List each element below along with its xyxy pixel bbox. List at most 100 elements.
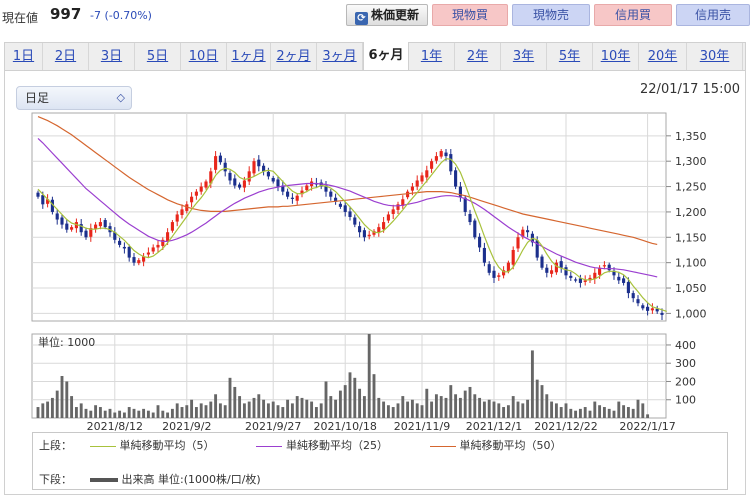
volume-bar-82 [430, 401, 434, 418]
candle-body-64 [343, 205, 347, 212]
volume-bar-59 [319, 403, 323, 418]
volume-bar-41 [233, 386, 237, 418]
candle-body-24 [151, 247, 155, 252]
volume-bar-88 [458, 397, 462, 418]
cash-buy-button[interactable]: 現物買 [432, 4, 508, 26]
volume-bar-93 [482, 401, 486, 418]
ma25-line [37, 137, 658, 278]
volume-bar-52 [286, 399, 290, 418]
legend-ma50-swatch [429, 445, 456, 447]
candle-body-130 [660, 312, 664, 315]
margin-sell-button[interactable]: 信用売 [676, 4, 750, 26]
tab-1[interactable]: 2日 [43, 43, 89, 71]
candle-body-126 [641, 305, 645, 309]
candle-body-94 [487, 264, 491, 273]
volume-bar-39 [223, 405, 227, 418]
volume-bar-63 [338, 390, 342, 418]
legend-ma25: 単純移動平均（25） [256, 439, 388, 453]
candle-body-10 [84, 230, 88, 238]
volume-bar-107 [550, 401, 554, 418]
volume-bar-79 [415, 403, 419, 418]
candle-body-96 [497, 275, 501, 277]
candle-body-73 [386, 214, 390, 221]
tab-3[interactable]: 5日 [135, 43, 181, 71]
candle-body-41 [233, 178, 237, 186]
volume-bar-71 [377, 397, 381, 418]
candle-body-7 [70, 227, 74, 230]
x-tick-label-7: 2022/1/17 [619, 420, 675, 433]
tab-7[interactable]: 3ヶ月 [317, 43, 363, 71]
volume-bar-78 [410, 399, 414, 418]
candle-body-32 [190, 196, 194, 203]
volume-bar-31 [185, 405, 189, 418]
volume-bar-4 [55, 390, 59, 418]
legend-upper-row: 上段： 単純移動平均（5） 単純移動平均（25） 単純移動平均（50） [39, 439, 562, 453]
tab-5[interactable]: 1ヶ月 [227, 43, 271, 71]
candle-body-48 [266, 171, 270, 177]
tab-8[interactable]: 6ヶ月 [363, 42, 409, 71]
candle-body-60 [324, 185, 328, 192]
price-ytick-label-0: 1,000 [675, 307, 707, 320]
tab-11[interactable]: 3年 [501, 43, 547, 71]
volume-bar-17 [118, 410, 122, 418]
candle-body-2 [46, 199, 50, 204]
volume-unit-label: 単位: 1000 [38, 335, 95, 349]
interval-select[interactable]: 日足 ◇ [16, 86, 132, 110]
volume-bar-110 [564, 403, 568, 418]
volume-bar-29 [175, 403, 179, 418]
candle-body-105 [540, 256, 544, 268]
tab-4[interactable]: 10日 [181, 43, 227, 71]
candle-body-47 [262, 165, 266, 172]
tab-12[interactable]: 5年 [547, 43, 593, 71]
candle-body-125 [636, 299, 640, 304]
price-plot-area [31, 112, 667, 322]
tab-2[interactable]: 3日 [89, 43, 135, 71]
price-ytick-label-3: 1,150 [675, 231, 707, 244]
candle-body-77 [406, 191, 410, 198]
volume-bar-51 [281, 407, 285, 418]
tab-0[interactable]: 1日 [5, 43, 43, 71]
volume-bar-62 [334, 399, 338, 418]
volume-bar-26 [161, 410, 165, 418]
tab-14[interactable]: 20年 [639, 43, 687, 71]
volume-bar-2 [46, 401, 50, 418]
tab-6[interactable]: 2ヶ月 [271, 43, 317, 71]
tab-15[interactable]: 30年 [687, 43, 743, 71]
candle-body-118 [602, 265, 606, 267]
candle-body-75 [396, 204, 400, 210]
candle-body-13 [98, 222, 102, 227]
volume-bar-84 [439, 396, 443, 418]
volume-bar-37 [214, 394, 218, 418]
volume-bar-7 [70, 396, 74, 418]
candle-body-84 [439, 151, 443, 157]
candle-body-61 [329, 191, 333, 197]
tab-10[interactable]: 2年 [455, 43, 501, 71]
candle-body-19 [127, 246, 131, 258]
candle-body-69 [367, 234, 371, 237]
candle-body-81 [425, 170, 429, 178]
volume-bar-72 [382, 401, 386, 418]
candle-body-101 [521, 229, 525, 237]
candle-body-42 [238, 184, 242, 188]
volume-bar-55 [300, 397, 304, 418]
volume-bar-69 [367, 334, 371, 418]
candle-body-4 [55, 213, 59, 220]
volume-bar-58 [314, 407, 318, 418]
volume-bar-53 [290, 403, 294, 418]
volume-ytick-label-0: 100 [675, 394, 696, 407]
margin-buy-button[interactable]: 信用買 [594, 4, 672, 26]
candle-body-38 [218, 155, 222, 163]
tab-9[interactable]: 1年 [409, 43, 455, 71]
x-tick-label-0: 2021/8/12 [87, 420, 143, 433]
candle-body-29 [175, 214, 179, 222]
x-tick-label-5: 2021/12/1 [466, 420, 522, 433]
volume-bar-90 [468, 386, 472, 418]
refresh-price-button[interactable]: ⟳ 株価更新 [346, 4, 428, 26]
price-ytick-label-5: 1,250 [675, 181, 707, 194]
legend-ma25-swatch [256, 445, 282, 447]
tab-13[interactable]: 10年 [593, 43, 639, 71]
cash-sell-button[interactable]: 現物売 [512, 4, 590, 26]
volume-bar-66 [353, 377, 357, 418]
volume-bar-122 [622, 405, 626, 418]
x-tick-label-1: 2021/9/2 [162, 420, 211, 433]
